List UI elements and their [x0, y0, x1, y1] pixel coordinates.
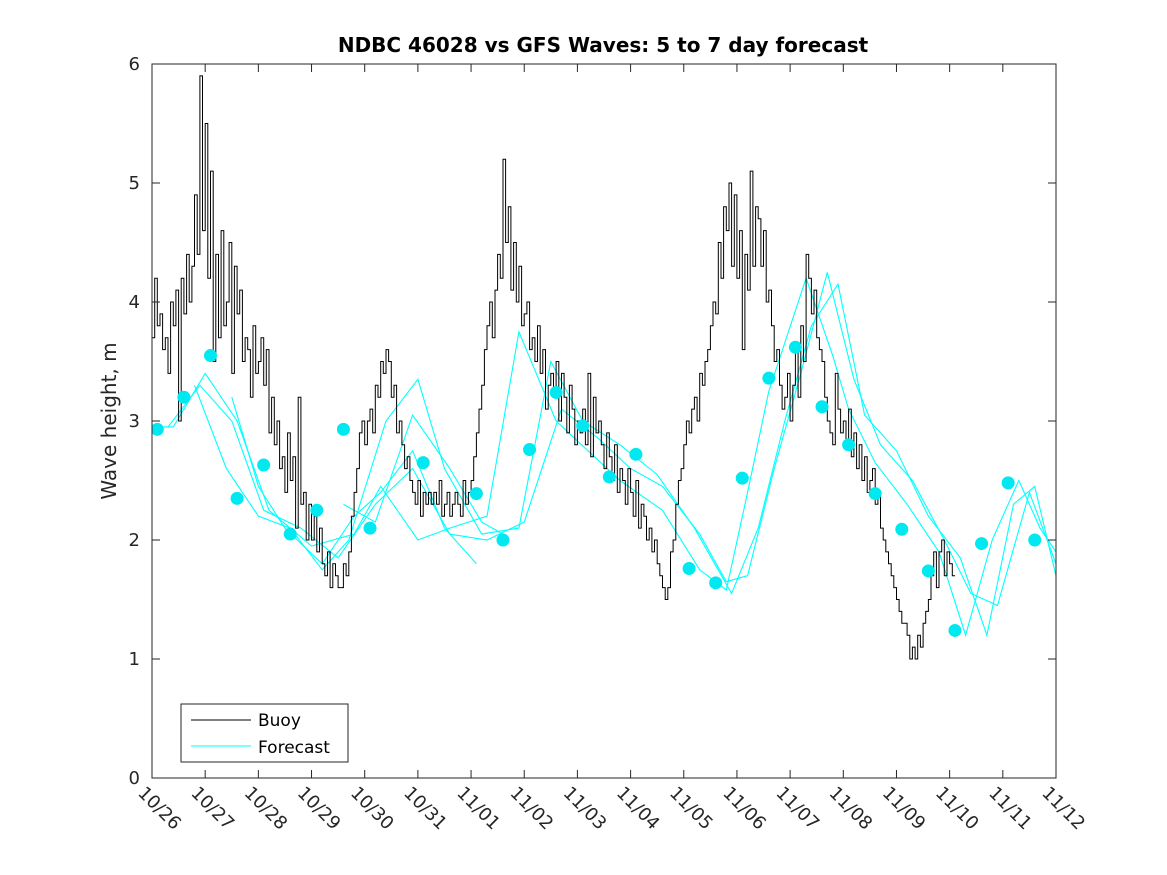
y-tick-label: 0: [129, 768, 140, 789]
plot-series-group: [152, 75, 1056, 660]
forecast-marker: [921, 564, 935, 578]
forecast-marker: [576, 419, 590, 433]
forecast-marker: [310, 503, 324, 517]
forecast-marker: [363, 521, 377, 535]
forecast-marker: [177, 390, 191, 404]
plot-area: [152, 75, 1056, 660]
forecast-marker: [469, 487, 483, 501]
forecast-marker: [629, 447, 643, 461]
forecast-marker: [735, 471, 749, 485]
y-tick-label: 2: [129, 530, 140, 551]
legend-buoy-label: Buoy: [258, 711, 301, 731]
y-tick-label: 1: [129, 649, 140, 670]
y-axis-label: Wave height, m: [97, 342, 121, 499]
forecast-marker: [762, 371, 776, 385]
y-tick-label: 3: [129, 411, 140, 432]
y-tick-label: 6: [129, 54, 140, 75]
forecast-marker: [257, 458, 271, 472]
forecast-marker: [152, 422, 164, 436]
forecast-marker: [975, 537, 989, 551]
forecast-marker: [496, 533, 510, 547]
forecast-marker: [895, 522, 909, 536]
legend-forecast-label: Forecast: [258, 738, 330, 758]
forecast-marker: [283, 527, 297, 541]
forecast-line-3: [193, 282, 1056, 638]
forecast-marker: [709, 576, 723, 590]
forecast-marker: [868, 487, 882, 501]
forecast-marker: [815, 400, 829, 414]
forecast-marker: [1001, 476, 1015, 490]
y-tick-label: 4: [129, 292, 140, 313]
forecast-marker: [549, 385, 563, 399]
forecast-marker: [336, 422, 350, 436]
forecast-marker: [682, 562, 696, 576]
forecast-marker: [203, 349, 217, 363]
forecast-marker: [416, 456, 430, 470]
forecast-marker: [788, 340, 802, 354]
forecast-line-2: [167, 272, 1056, 607]
y-tick-label: 5: [129, 173, 140, 194]
forecast-marker: [842, 438, 856, 452]
forecast-marker: [948, 623, 962, 637]
forecast-marker: [1028, 533, 1042, 547]
forecast-line-5: [343, 413, 504, 535]
buoy-line: [152, 75, 955, 660]
legend-box: [180, 703, 349, 763]
forecast-marker: [523, 443, 537, 457]
chart-title: NDBC 46028 vs GFS Waves: 5 to 7 day fore…: [338, 33, 869, 57]
forecast-marker: [602, 470, 616, 484]
forecast-marker: [230, 491, 244, 505]
legend: Buoy Forecast: [180, 703, 349, 763]
